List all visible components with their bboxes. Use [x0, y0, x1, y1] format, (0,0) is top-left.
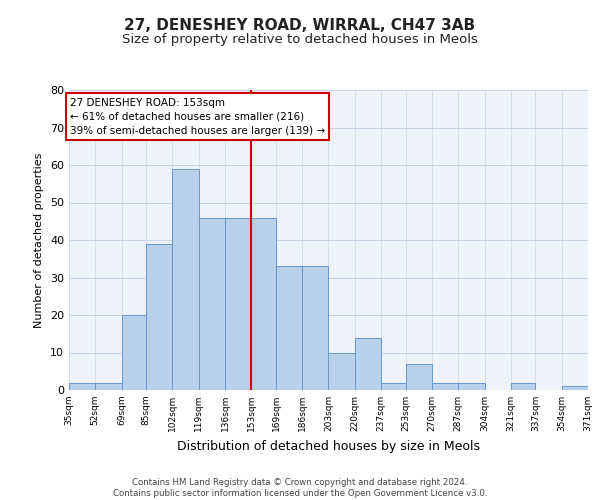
- Text: Contains HM Land Registry data © Crown copyright and database right 2024.
Contai: Contains HM Land Registry data © Crown c…: [113, 478, 487, 498]
- Bar: [276, 266, 302, 390]
- Bar: [225, 218, 251, 390]
- Text: 27 DENESHEY ROAD: 153sqm
← 61% of detached houses are smaller (216)
39% of semi-: 27 DENESHEY ROAD: 153sqm ← 61% of detach…: [70, 98, 325, 136]
- Bar: [199, 218, 225, 390]
- Bar: [381, 382, 406, 390]
- Bar: [562, 386, 588, 390]
- Bar: [355, 338, 381, 390]
- X-axis label: Distribution of detached houses by size in Meols: Distribution of detached houses by size …: [177, 440, 480, 452]
- Text: 27, DENESHEY ROAD, WIRRAL, CH47 3AB: 27, DENESHEY ROAD, WIRRAL, CH47 3AB: [124, 18, 476, 32]
- Y-axis label: Number of detached properties: Number of detached properties: [34, 152, 44, 328]
- Bar: [95, 382, 122, 390]
- Bar: [511, 382, 535, 390]
- Text: Size of property relative to detached houses in Meols: Size of property relative to detached ho…: [122, 32, 478, 46]
- Bar: [432, 382, 458, 390]
- Bar: [458, 382, 485, 390]
- Bar: [251, 218, 276, 390]
- Bar: [172, 169, 199, 390]
- Bar: [406, 364, 432, 390]
- Bar: [302, 266, 329, 390]
- Bar: [146, 244, 172, 390]
- Bar: [69, 382, 95, 390]
- Bar: [122, 315, 146, 390]
- Bar: [329, 352, 355, 390]
